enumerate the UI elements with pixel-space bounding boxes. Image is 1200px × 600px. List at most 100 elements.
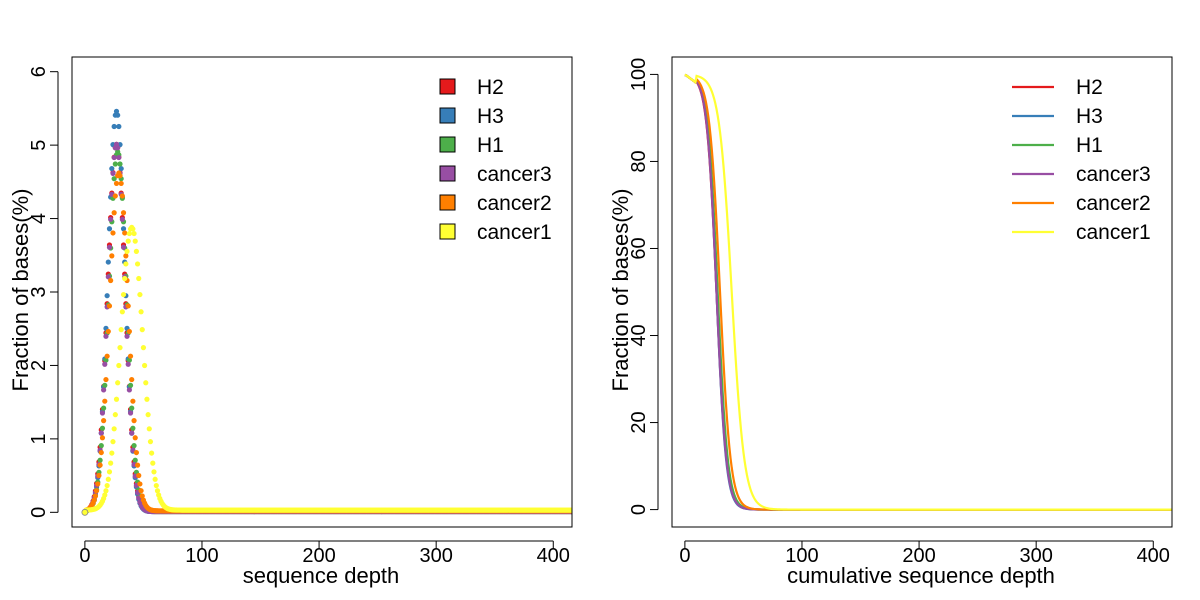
y-tick-label: 100 — [628, 58, 650, 91]
data-point — [111, 426, 117, 432]
data-point — [99, 435, 106, 441]
data-point — [112, 193, 118, 199]
data-point — [115, 145, 121, 151]
data-point — [127, 382, 134, 388]
data-point — [574, 508, 579, 513]
data-point — [149, 450, 155, 456]
data-point — [130, 425, 136, 431]
data-point — [123, 253, 129, 259]
series-group — [81, 108, 579, 516]
x-axis-title-left: sequence depth — [243, 563, 400, 588]
legend-swatch — [439, 78, 456, 95]
data-point — [98, 443, 104, 449]
data-point — [106, 469, 113, 475]
data-point — [146, 426, 152, 432]
data-point — [110, 230, 116, 236]
data-point — [574, 509, 579, 514]
data-point — [147, 439, 154, 445]
data-point — [108, 277, 114, 284]
data-point — [151, 469, 157, 475]
data-point — [97, 457, 103, 463]
data-point — [574, 509, 579, 514]
legend-label: H2 — [477, 76, 504, 99]
data-point — [573, 509, 578, 514]
data-point — [113, 396, 120, 402]
data-point — [111, 210, 117, 216]
data-point — [574, 508, 579, 513]
legend-label: cancer3 — [1076, 163, 1151, 186]
data-point — [109, 450, 115, 456]
data-point — [120, 244, 127, 250]
y-axis-title-left: Fraction of bases(%) — [8, 189, 33, 392]
legend-label: H2 — [1076, 76, 1103, 99]
y-tick-label: 4 — [28, 213, 50, 224]
data-point — [573, 509, 578, 514]
data-point — [138, 309, 144, 315]
x-tick-label: 0 — [79, 545, 90, 567]
data-point — [137, 481, 143, 487]
data-point — [126, 328, 132, 335]
data-point — [111, 123, 117, 130]
data-point — [111, 176, 117, 182]
data-point — [117, 345, 123, 351]
legend-swatch — [439, 223, 456, 240]
axes-left: 0 100 200 300 400 0 1 2 3 4 5 6 — [28, 56, 573, 567]
legend-label: H3 — [477, 105, 504, 128]
series-line-H1 — [684, 73, 1172, 511]
data-point — [102, 398, 108, 404]
data-point — [154, 488, 161, 494]
data-point — [136, 472, 142, 479]
series-cancer1 — [82, 224, 579, 515]
legend-label: cancer1 — [477, 221, 552, 244]
x-tick-label: 200 — [902, 545, 935, 567]
data-point — [99, 410, 106, 416]
series-line-cancer2 — [684, 73, 1172, 511]
data-point — [110, 170, 116, 176]
data-point — [573, 509, 578, 514]
data-point — [102, 382, 108, 388]
legend-label: cancer2 — [1076, 192, 1151, 215]
data-point — [115, 380, 121, 386]
data-point — [115, 112, 121, 118]
series-line-H2 — [684, 74, 1172, 511]
legend-label: H3 — [1076, 105, 1103, 128]
data-point — [117, 161, 123, 167]
x-tick-label: 200 — [302, 545, 335, 567]
y-tick-label: 3 — [28, 286, 50, 297]
data-point — [141, 362, 148, 369]
data-point — [105, 259, 111, 265]
data-point — [99, 425, 106, 431]
data-point — [118, 165, 124, 172]
data-point — [111, 154, 117, 161]
y-tick-label: 0 — [28, 507, 50, 518]
data-point — [103, 333, 109, 339]
data-point — [103, 376, 109, 383]
data-point — [139, 327, 145, 333]
data-point — [92, 493, 99, 499]
x-tick-label: 100 — [185, 545, 218, 567]
y-tick-label: 80 — [628, 150, 650, 172]
x-tick-label: 300 — [1019, 545, 1052, 567]
data-point — [573, 508, 578, 513]
data-point — [110, 439, 116, 445]
plot-area-left — [81, 108, 579, 516]
series-group — [684, 73, 1172, 511]
x-tick-label: 300 — [419, 545, 452, 567]
data-point — [122, 275, 128, 282]
data-point — [112, 161, 118, 167]
legend-label: cancer3 — [477, 163, 552, 186]
data-point — [571, 510, 572, 513]
data-point — [108, 460, 114, 466]
data-point — [125, 361, 131, 367]
y-tick-label: 20 — [628, 411, 650, 433]
data-point — [119, 309, 125, 315]
data-point — [102, 361, 108, 367]
y-tick-label: 0 — [628, 504, 650, 515]
data-point — [132, 457, 138, 463]
legend-label: cancer1 — [1076, 221, 1151, 244]
y-tick-label: 5 — [28, 140, 50, 151]
y-axis-title-right: Fraction of bases(%) — [608, 189, 633, 392]
data-point — [571, 510, 572, 513]
data-point — [105, 328, 111, 335]
